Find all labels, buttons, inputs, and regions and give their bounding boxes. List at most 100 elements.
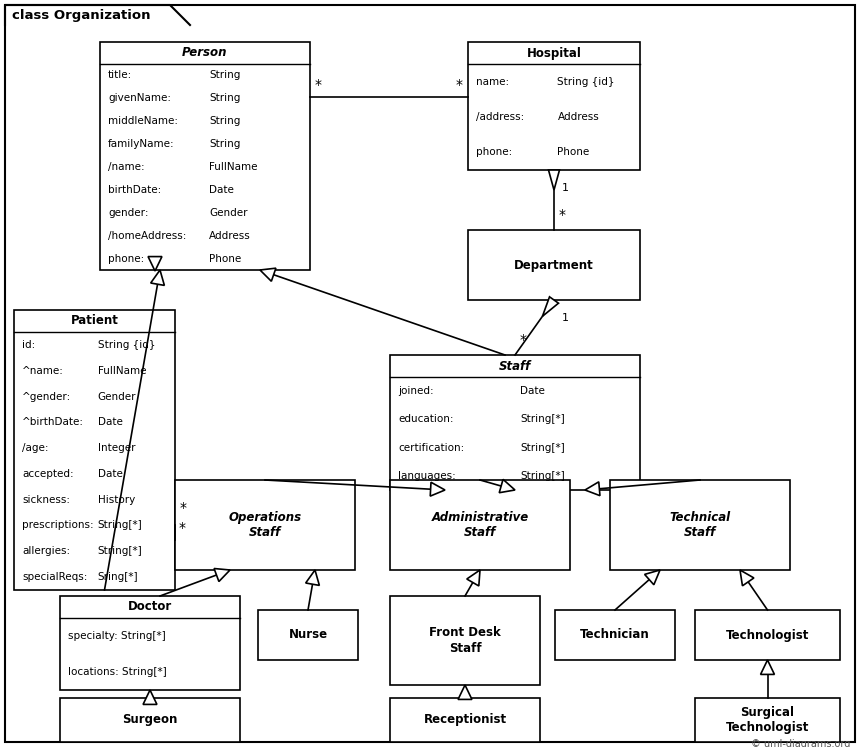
Text: middleName:: middleName: bbox=[108, 117, 178, 126]
Text: Department: Department bbox=[514, 258, 594, 271]
Bar bbox=[100, 42, 310, 270]
Bar bbox=[555, 610, 675, 660]
Polygon shape bbox=[645, 570, 660, 585]
Polygon shape bbox=[549, 170, 560, 190]
Polygon shape bbox=[214, 568, 230, 581]
Polygon shape bbox=[260, 268, 276, 282]
Polygon shape bbox=[143, 690, 157, 704]
Text: /address:: /address: bbox=[476, 112, 525, 122]
Bar bbox=[695, 698, 840, 742]
Text: sickness:: sickness: bbox=[22, 495, 70, 505]
Text: Technologist: Technologist bbox=[726, 628, 809, 642]
Bar bbox=[695, 610, 840, 660]
Text: gender:: gender: bbox=[108, 208, 149, 218]
Text: Patient: Patient bbox=[71, 314, 119, 327]
Text: Address: Address bbox=[209, 231, 251, 241]
Polygon shape bbox=[150, 270, 164, 285]
Text: id:: id: bbox=[22, 340, 35, 350]
Text: class Organization: class Organization bbox=[12, 8, 150, 22]
Polygon shape bbox=[305, 570, 319, 586]
Text: ^name:: ^name: bbox=[22, 366, 64, 376]
Bar bbox=[175, 480, 355, 570]
Bar bbox=[390, 480, 570, 570]
Text: Staff: Staff bbox=[499, 359, 531, 373]
Text: 1: 1 bbox=[562, 183, 569, 193]
Text: *: * bbox=[180, 501, 187, 515]
Text: String {id}: String {id} bbox=[98, 340, 155, 350]
Text: Technical
Staff: Technical Staff bbox=[669, 511, 730, 539]
Polygon shape bbox=[543, 297, 558, 316]
Text: String: String bbox=[209, 139, 241, 149]
Text: *: * bbox=[315, 78, 322, 92]
Text: Administrative
Staff: Administrative Staff bbox=[432, 511, 529, 539]
Polygon shape bbox=[760, 660, 775, 675]
Text: String: String bbox=[209, 93, 241, 103]
Text: Date: Date bbox=[520, 386, 545, 396]
Text: Gender: Gender bbox=[98, 391, 136, 401]
Text: String[*]: String[*] bbox=[520, 443, 565, 453]
Bar bbox=[390, 355, 640, 490]
Bar bbox=[60, 596, 240, 690]
Text: joined:: joined: bbox=[398, 386, 433, 396]
FancyBboxPatch shape bbox=[5, 5, 855, 742]
Bar bbox=[468, 42, 640, 170]
Text: allergies:: allergies: bbox=[22, 546, 71, 557]
Text: String[*]: String[*] bbox=[520, 471, 565, 481]
Text: String[*]: String[*] bbox=[520, 415, 565, 424]
Text: FullName: FullName bbox=[98, 366, 146, 376]
Polygon shape bbox=[148, 256, 162, 271]
Text: ^gender:: ^gender: bbox=[22, 391, 71, 401]
Bar bbox=[14, 310, 175, 590]
Text: Date: Date bbox=[209, 185, 234, 195]
Text: Person: Person bbox=[182, 46, 228, 60]
Text: FullName: FullName bbox=[209, 162, 258, 172]
Text: specialReqs:: specialReqs: bbox=[22, 572, 88, 582]
Text: birthDate:: birthDate: bbox=[108, 185, 162, 195]
Text: prescriptions:: prescriptions: bbox=[22, 521, 94, 530]
Text: Date: Date bbox=[98, 418, 123, 427]
Text: Surgeon: Surgeon bbox=[122, 713, 178, 727]
Text: name:: name: bbox=[476, 77, 509, 87]
Polygon shape bbox=[467, 570, 480, 586]
Text: Integer: Integer bbox=[98, 443, 135, 453]
Bar bbox=[610, 480, 790, 570]
Text: *: * bbox=[559, 208, 566, 222]
Text: 1: 1 bbox=[562, 313, 569, 323]
Text: Receptionist: Receptionist bbox=[423, 713, 507, 727]
Text: Surgical
Technologist: Surgical Technologist bbox=[726, 706, 809, 734]
Bar bbox=[468, 230, 640, 300]
Text: phone:: phone: bbox=[476, 147, 513, 158]
Text: givenName:: givenName: bbox=[108, 93, 171, 103]
Bar bbox=[390, 698, 540, 742]
Text: Technician: Technician bbox=[580, 628, 650, 642]
Text: languages:: languages: bbox=[398, 471, 456, 481]
Polygon shape bbox=[458, 685, 472, 699]
Text: String: String bbox=[209, 117, 241, 126]
Text: familyName:: familyName: bbox=[108, 139, 175, 149]
Text: *: * bbox=[179, 521, 186, 535]
Text: education:: education: bbox=[398, 415, 453, 424]
Text: title:: title: bbox=[108, 70, 132, 81]
Text: Hospital: Hospital bbox=[526, 46, 581, 60]
Text: *: * bbox=[520, 333, 527, 347]
Text: Front Desk
Staff: Front Desk Staff bbox=[429, 627, 501, 654]
Text: /homeAddress:: /homeAddress: bbox=[108, 231, 187, 241]
Text: /name:: /name: bbox=[108, 162, 144, 172]
Text: Address: Address bbox=[557, 112, 599, 122]
Text: © uml-diagrams.org: © uml-diagrams.org bbox=[751, 739, 850, 747]
Text: Phone: Phone bbox=[557, 147, 590, 158]
Bar bbox=[258, 610, 358, 660]
Text: accepted:: accepted: bbox=[22, 469, 74, 479]
Text: String[*]: String[*] bbox=[98, 521, 143, 530]
Text: *: * bbox=[456, 78, 463, 92]
Bar bbox=[60, 698, 240, 742]
Text: History: History bbox=[98, 495, 135, 505]
Bar bbox=[390, 596, 540, 685]
Text: certification:: certification: bbox=[398, 443, 464, 453]
Text: ^birthDate:: ^birthDate: bbox=[22, 418, 84, 427]
Text: String {id}: String {id} bbox=[557, 77, 615, 87]
Text: Doctor: Doctor bbox=[128, 601, 172, 613]
Polygon shape bbox=[500, 480, 515, 493]
Text: /age:: /age: bbox=[22, 443, 48, 453]
Text: specialty: String[*]: specialty: String[*] bbox=[68, 631, 166, 641]
